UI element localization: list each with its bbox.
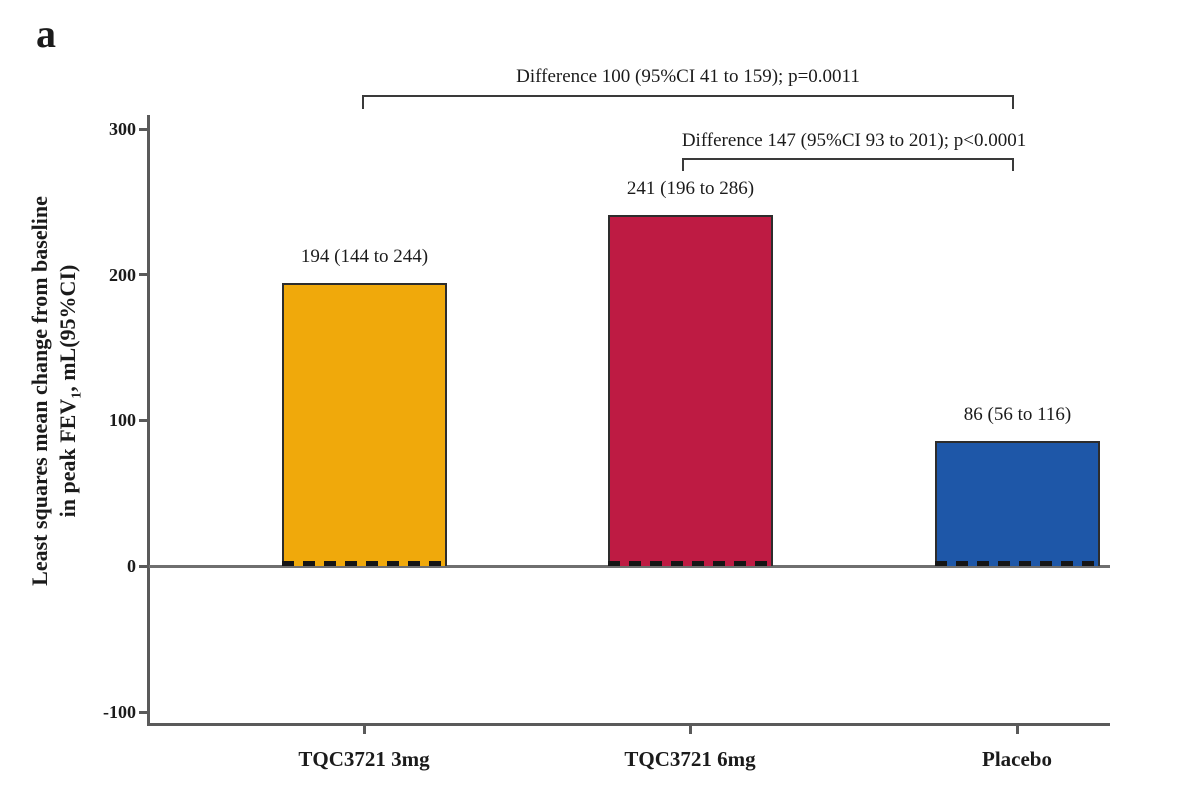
y-axis-title-line2: in peak FEV1, mL(95%CI) (55, 264, 85, 518)
x-axis-line (147, 723, 1110, 726)
y-tick-label-0: 0 (127, 556, 136, 576)
x-tick-tqc3721-3mg (363, 726, 366, 734)
value-label-tqc3721-6mg: 241 (196 to 286) (626, 178, 755, 199)
y-tick-0 (139, 565, 148, 568)
y-tick-label-neg100: -100 (103, 702, 136, 722)
value-label-tqc3721-3mg: 194 (144 to 244) (300, 246, 429, 267)
difference-annotation-6mg-vs-placebo: Difference 147 (95%CI 93 to 201); p<0.00… (681, 130, 1027, 151)
y-tick-200 (139, 273, 148, 276)
y-tick-label-300: 300 (109, 119, 136, 139)
y-axis-title-line1: Least squares mean change from baseline (27, 196, 52, 586)
fev1-subscript: 1 (69, 391, 85, 399)
baseline-dash-placebo (935, 561, 1100, 566)
value-label-placebo: 86 (56 to 116) (963, 404, 1072, 425)
y-tick-label-100: 100 (109, 410, 136, 430)
category-label-tqc3721-6mg: TQC3721 6mg (624, 747, 756, 771)
difference-annotation-3mg-vs-placebo: Difference 100 (95%CI 41 to 159); p=0.00… (516, 66, 860, 87)
category-label-placebo: Placebo (982, 747, 1052, 771)
y-tick-label-200: 200 (109, 265, 136, 285)
x-tick-tqc3721-6mg (689, 726, 692, 734)
baseline-dash-tqc3721-3mg (282, 561, 447, 566)
y-tick-neg100 (139, 711, 148, 714)
category-label-tqc3721-3mg: TQC3721 3mg (298, 747, 430, 771)
bar-tqc3721-6mg (608, 215, 773, 566)
comparison-bracket-6mg-vs-placebo (682, 158, 1014, 171)
x-tick-placebo (1016, 726, 1019, 734)
comparison-bracket-3mg-vs-placebo (362, 95, 1014, 109)
y-axis-line (147, 115, 150, 726)
baseline-dash-tqc3721-6mg (608, 561, 773, 566)
zero-baseline (149, 565, 1110, 568)
bar-tqc3721-3mg (282, 283, 447, 566)
bar-placebo (935, 441, 1100, 566)
panel-label: a (36, 11, 56, 56)
y-tick-300 (139, 128, 148, 131)
y-tick-100 (139, 419, 148, 422)
